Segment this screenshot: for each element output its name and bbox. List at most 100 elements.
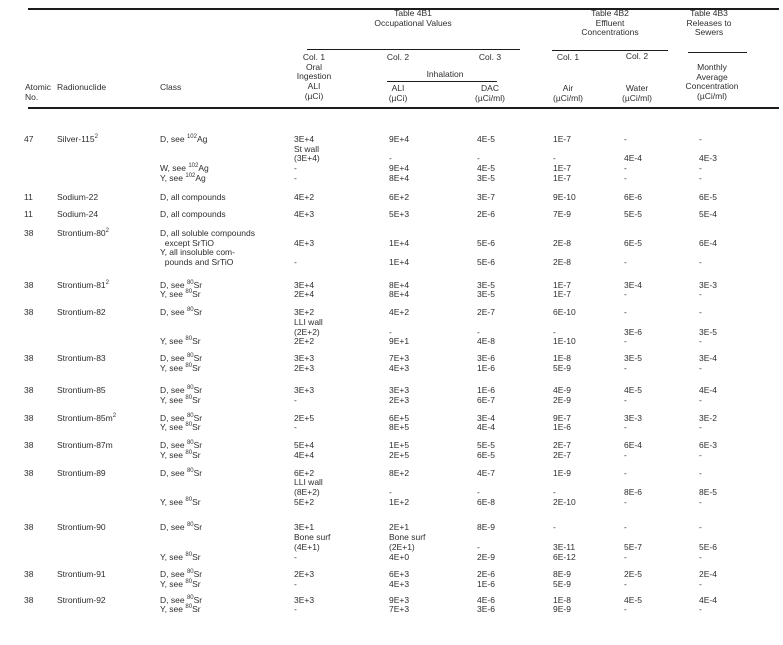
dac-value: 1E-6 [477,362,495,373]
inhalation-ali-value: 9E+4 [389,134,410,144]
table-row: Y, see 80Sr - 4E+3 1E-6 5E-9 - - [0,579,783,590]
inhalation-ali-value [389,145,477,155]
inhalation-ali-value: 8E+5 [389,422,410,433]
table-row: Y, see 80Sr - 7E+3 3E-6 9E-9 - - [0,604,783,615]
table-row: Y, see 80Sr - 2E+3 6E-7 2E-9 - - [0,395,783,406]
inhalation-ali-value: 2E+5 [389,449,410,460]
atomic-label-line1: Atomic [25,82,51,92]
table-row-group: 11 Sodium-24 D, all compounds 4E+3 5E+3 2E-6 7… [0,210,783,220]
dac-value [477,318,553,328]
inhalation-ali-value: 1E+2 [389,496,410,507]
air-value: - [553,486,556,497]
dac-value: 3E-5 [477,289,495,300]
class-value: Y, see 80Sr [160,395,201,406]
table-row: except SrTiO 4E+3 1E+4 5E-6 2E-8 6E-5 6E-4 [0,237,783,249]
oral-ali-value: - [294,395,297,406]
oral-ali-value: LLI wall [294,477,323,488]
sewer-concentration-value: - [699,395,702,406]
table-row: St wall [0,143,783,155]
radionuclide-value [57,498,160,508]
atomic-no-value [24,164,57,174]
table-4b3-subtitle1: Releases to [686,17,732,28]
oral-ali-value: (4E+1) [294,541,320,552]
atomic-no-value: 38 [24,522,34,533]
sewer-concentration-value: - [699,496,702,507]
dac-value: 4E-5 [477,134,495,144]
oral-ali-value: - [294,604,297,615]
atomic-no-value: 11 [24,191,33,202]
dac-value: 5E-6 [477,237,495,248]
col-header-class: Class [160,82,182,92]
dac-value: 3E-4 [477,412,495,423]
air-unit-label: (µCi/ml) [553,92,583,103]
air-value: 2E-7 [553,440,571,451]
radionuclide-value [57,145,160,155]
sewer-concentration-value: 4E-4 [699,385,717,396]
concentration-label: Concentration [685,81,739,92]
dac-value: 2E-9 [477,551,495,562]
water-value: - [624,289,627,300]
radionuclide-value: Strontium-91 [57,569,106,580]
atomic-no-value [24,154,57,164]
dac-value: 8E-9 [477,522,495,533]
atomic-no-value: 38 [24,352,34,363]
radionuclide-value: Strontium-85m2 [57,412,117,423]
table-row: 38 Strontium-91 D, see 80Sr 2E+3 6E+3 2E-6 8E-… [0,569,783,580]
table-row: 38 Strontium-82 D, see 80Sr 3E+2 4E+2 2E-7 6E-… [0,307,783,318]
radionuclide-value [57,318,160,328]
water-value: 8E-6 [624,486,642,497]
water-value: - [624,551,627,562]
oral-ali-value: (3E+4) [294,153,320,164]
dac-value: 5E-6 [477,257,495,268]
oral-ali-value: St wall [294,143,320,154]
atomic-no-value [24,145,57,155]
oral-ali-value: 5E+2 [294,496,315,507]
water-value: 4E-5 [624,385,642,396]
water-value: - [624,307,627,318]
sewer-concentration-value: - [699,449,702,460]
inhalation-ali-value: 8E+4 [389,172,410,183]
air-value: 9E-7 [553,412,571,423]
class-value: D, see 80Sr [160,412,203,423]
air-value [553,145,624,155]
atomic-no-value [24,364,57,374]
oral-ali-value: LLI wall [294,316,323,327]
class-value: D, all soluble compounds [160,227,255,238]
table-row: 38 Strontium-812 D, see 80Sr 3E+4 8E+4 3E-5 1E… [0,279,783,291]
inhalation-ali-value: 5E+3 [389,209,410,220]
oral-ali-value: 2E+4 [294,289,315,300]
radionuclide-value: Sodium-22 [57,191,99,202]
radionuclide-value: Strontium-85 [57,385,106,396]
air-value: 2E-8 [553,237,571,248]
dac-value: - [477,153,480,164]
radionuclide-value [57,337,160,347]
class-value: D, see 80Sr [160,279,203,290]
air-value: 4E-9 [553,385,571,396]
dac-value: 4E-7 [477,467,495,478]
radionuclide-value: Strontium-87m [57,440,113,451]
sewer-concentration-value: - [699,362,702,373]
inhalation-ali-value: 6E+5 [389,412,410,423]
class-value: Y, see 80Sr [160,551,201,562]
dac-value: - [477,326,480,337]
table-row-group: 38 Strontium-90 D, see 80Sr 3E+1 2E+1 8E-9 - - -… [0,523,783,562]
atomic-no-value [24,337,57,347]
table-row: (2E+2) - - - 3E-6 3E-5 [0,326,783,338]
oral-ali-value: 6E+2 [294,467,315,478]
table-row: 38 Strontium-85 D, see 80Sr 3E+3 3E+3 1E-6 4E-… [0,386,783,396]
air-value: 2E-8 [553,257,571,268]
dac-value: 4E-6 [477,594,495,605]
table-row: 38 Strontium-89 D, see 80Sr 6E+2 8E+2 4E-7 1E-… [0,467,783,479]
atomic-label-line2: No. [25,91,39,102]
air-value: - [553,153,556,164]
table-row-group: 38 Strontium-82 D, see 80Sr 3E+2 4E+2 2E-7 6E-… [0,307,783,347]
water-value: 4E-5 [624,594,642,605]
class-value [160,145,294,155]
class-value: D, see 80Sr [160,522,203,533]
table-row: Y, see 80Sr 4E+4 2E+5 6E-5 2E-7 - - [0,449,783,461]
water-value: - [624,496,627,507]
inhalation-ali-value: 3E+3 [389,385,410,396]
table-row: LLI wall [0,478,783,488]
atomic-no-value [24,451,57,461]
radionuclide-value [57,164,160,174]
